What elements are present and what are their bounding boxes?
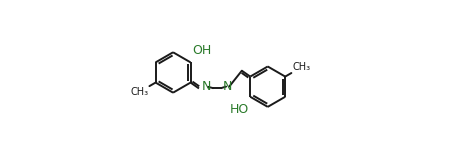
Text: OH: OH [192,44,211,57]
Text: HO: HO [230,103,249,116]
Text: CH₃: CH₃ [131,87,149,97]
Text: N: N [202,80,211,93]
Text: N: N [223,80,233,93]
Text: CH₃: CH₃ [292,62,310,72]
